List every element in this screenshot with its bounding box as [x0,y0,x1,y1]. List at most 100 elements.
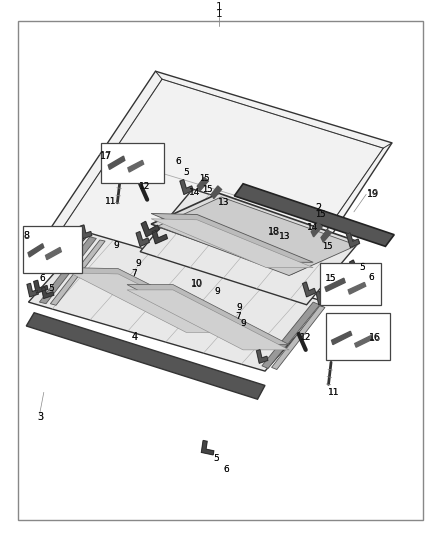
Text: 11: 11 [105,197,117,206]
Text: 9: 9 [135,259,141,268]
Text: 3: 3 [37,413,43,422]
Polygon shape [151,213,313,262]
FancyBboxPatch shape [23,226,82,273]
Polygon shape [46,247,61,260]
Text: 17: 17 [100,151,111,160]
Text: 12: 12 [139,182,151,191]
Polygon shape [180,180,193,195]
Polygon shape [70,268,234,327]
Text: 19: 19 [367,189,379,199]
Polygon shape [332,332,352,344]
Text: 15: 15 [325,274,336,282]
Text: 10: 10 [191,279,202,288]
Text: 13: 13 [218,198,230,207]
Text: 9: 9 [113,241,119,250]
Text: 12: 12 [300,333,311,342]
Text: 9: 9 [215,287,220,296]
Text: 17: 17 [100,151,112,161]
Polygon shape [311,223,322,237]
Polygon shape [26,313,265,399]
Text: 9: 9 [237,303,242,312]
Polygon shape [325,278,345,292]
Text: 15: 15 [199,174,210,183]
Text: 15: 15 [315,210,326,219]
Text: 11: 11 [105,197,117,206]
Text: 5: 5 [183,167,189,176]
Text: 7: 7 [131,270,137,278]
Text: 7: 7 [236,312,241,321]
Text: 15: 15 [325,274,336,282]
Polygon shape [346,233,360,247]
Text: 3: 3 [37,413,43,422]
Polygon shape [27,284,38,297]
Text: 16: 16 [369,333,380,342]
Polygon shape [201,441,214,455]
Polygon shape [348,282,366,294]
Polygon shape [136,232,149,246]
Text: 5: 5 [214,454,219,463]
Text: 9: 9 [240,319,246,328]
Text: 1: 1 [215,9,223,19]
Polygon shape [127,290,289,350]
Polygon shape [141,221,159,237]
Polygon shape [81,225,92,238]
Text: 4: 4 [131,332,138,342]
Polygon shape [303,282,316,297]
Polygon shape [234,184,394,246]
Text: 9: 9 [135,259,141,268]
Text: 9: 9 [240,319,246,328]
Polygon shape [197,177,208,191]
Text: 14: 14 [307,223,318,232]
Polygon shape [140,189,359,305]
Text: 15: 15 [322,242,332,251]
Text: 15: 15 [315,210,326,219]
Text: 13: 13 [218,198,230,207]
Text: 5: 5 [359,263,365,272]
FancyBboxPatch shape [320,263,381,305]
Text: 9: 9 [113,241,119,250]
Text: 5: 5 [183,167,189,176]
Text: 8: 8 [23,231,29,241]
Text: 14: 14 [189,188,201,197]
Text: 7: 7 [131,270,137,278]
Text: 12: 12 [300,333,311,342]
Text: 18: 18 [268,227,280,237]
Text: 15: 15 [202,184,213,193]
Polygon shape [152,230,167,244]
Text: 18: 18 [268,227,279,236]
Polygon shape [321,230,331,242]
Polygon shape [50,240,105,305]
Polygon shape [34,280,48,293]
Text: 11: 11 [328,388,339,397]
Polygon shape [108,156,125,169]
Text: 6: 6 [175,157,181,166]
Text: 16: 16 [369,333,381,343]
Text: 12: 12 [139,182,151,191]
Polygon shape [28,244,44,257]
Text: 6: 6 [223,465,229,474]
Text: 13: 13 [279,232,291,241]
Text: 6: 6 [223,465,229,474]
FancyBboxPatch shape [101,143,164,183]
Polygon shape [70,273,234,333]
Text: 6: 6 [39,274,45,282]
Polygon shape [128,160,144,172]
Text: 2: 2 [315,203,321,213]
Text: 14: 14 [189,188,201,197]
Text: 5: 5 [48,284,54,293]
Polygon shape [272,306,325,369]
Polygon shape [151,193,359,274]
Text: 15: 15 [202,184,213,193]
Text: 4: 4 [131,332,138,342]
Polygon shape [212,186,222,199]
Text: 5: 5 [214,454,219,463]
Polygon shape [127,285,289,344]
FancyBboxPatch shape [326,313,390,360]
Polygon shape [257,350,268,363]
Text: 2: 2 [315,203,321,213]
Text: 6: 6 [39,274,45,282]
Text: 1: 1 [215,2,223,12]
Text: 5: 5 [359,263,365,272]
Text: 5: 5 [48,284,54,293]
Polygon shape [28,233,326,371]
